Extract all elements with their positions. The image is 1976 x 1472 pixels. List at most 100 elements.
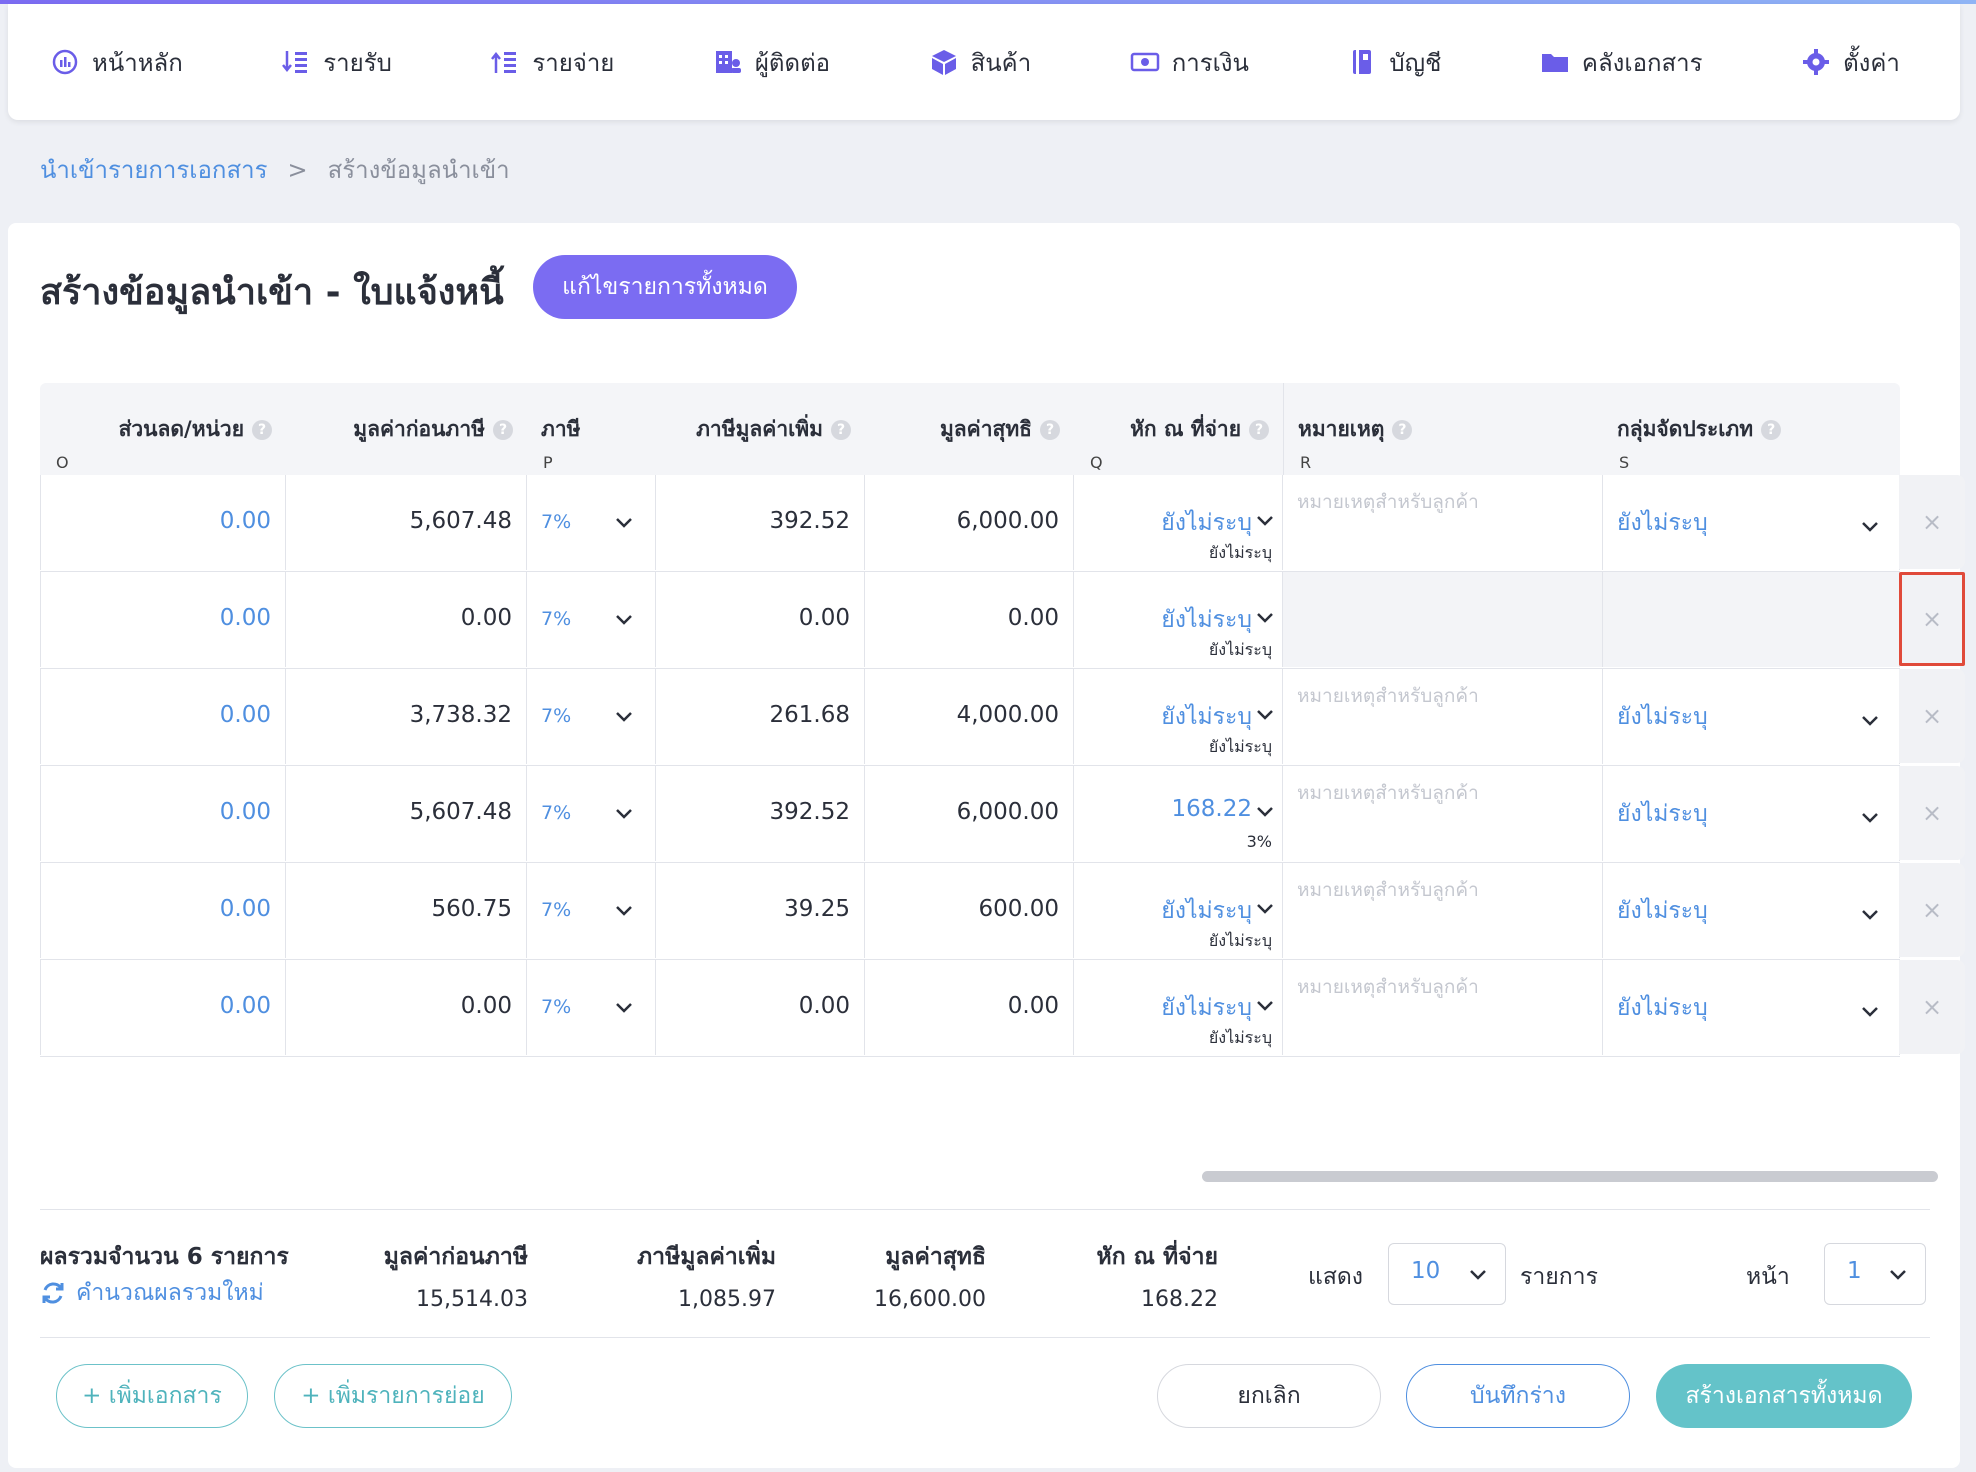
nav-dashboard[interactable]: หน้าหลัก bbox=[50, 43, 183, 82]
header-label: หมายเหตุ bbox=[1298, 417, 1385, 441]
nav-contacts[interactable]: ผู้ติดต่อ bbox=[713, 43, 830, 82]
discount-cell[interactable]: 0.00 bbox=[40, 863, 286, 958]
vat-amount-cell[interactable]: 0.00 bbox=[656, 572, 865, 667]
summary-vat: ภาษีมูลค่าเพิ่ม 1,085.97 bbox=[637, 1239, 776, 1312]
net-value: 6,000.00 bbox=[956, 799, 1059, 825]
chevron-down-icon bbox=[616, 809, 632, 819]
recalculate-link[interactable]: คำนวณผลรวมใหม่ bbox=[40, 1275, 264, 1311]
vat-amount-cell[interactable]: 392.52 bbox=[656, 766, 865, 861]
help-icon[interactable]: ? bbox=[1392, 419, 1413, 440]
pretax-cell[interactable]: 5,607.48 bbox=[286, 475, 527, 570]
pretax-cell[interactable]: 0.00 bbox=[286, 960, 527, 1055]
edit-all-button[interactable]: แก้ไขรายการทั้งหมด bbox=[533, 255, 797, 319]
vat-select[interactable]: 7% bbox=[527, 572, 656, 667]
create-all-button[interactable]: สร้างเอกสารทั้งหมด bbox=[1656, 1364, 1912, 1428]
wht-select[interactable]: 168.22 3% bbox=[1074, 766, 1283, 861]
nav-finance[interactable]: การเงิน bbox=[1130, 43, 1249, 82]
gear-icon bbox=[1803, 49, 1830, 75]
wht-sub-value: ยังไม่ระบุ bbox=[1208, 640, 1272, 659]
vat-select[interactable]: 7% bbox=[527, 960, 656, 1055]
pretax-cell[interactable]: 560.75 bbox=[286, 863, 527, 958]
group-select[interactable]: ยังไม่ระบุ bbox=[1603, 960, 1900, 1055]
table-row: 0.00 0.00 7% 0.00 0.00 ยังไม่ระบุ ยังไม่ระบุ หม… bbox=[40, 960, 1965, 1057]
net-cell[interactable]: 0.00 bbox=[865, 572, 1074, 667]
wht-value: 168.22 bbox=[1171, 796, 1252, 822]
pretax-cell[interactable]: 0.00 bbox=[286, 572, 527, 667]
add-sub-item-button[interactable]: + เพิ่มรายการย่อย bbox=[274, 1364, 512, 1428]
group-select[interactable]: ยังไม่ระบุ bbox=[1603, 669, 1900, 764]
nav-expense[interactable]: รายจ่าย bbox=[490, 43, 614, 82]
wht-select[interactable]: ยังไม่ระบุ ยังไม่ระบุ bbox=[1074, 669, 1283, 764]
help-icon[interactable]: ? bbox=[493, 419, 513, 440]
remark-input[interactable]: หมายเหตุสำหรับลูกค้า bbox=[1283, 475, 1603, 570]
discount-cell[interactable]: 0.00 bbox=[40, 766, 286, 861]
help-icon[interactable]: ? bbox=[831, 419, 851, 440]
remark-input[interactable]: หมายเหตุสำหรับลูกค้า bbox=[1283, 863, 1603, 958]
chevron-down-icon bbox=[1862, 910, 1878, 920]
page-select[interactable]: 1 bbox=[1824, 1243, 1926, 1305]
page-size-select[interactable]: 10 bbox=[1388, 1243, 1506, 1305]
remark-placeholder: หมายเหตุสำหรับลูกค้า bbox=[1297, 782, 1479, 804]
breadcrumb-link[interactable]: นำเข้ารายการเอกสาร bbox=[40, 156, 268, 184]
group-value: ยังไม่ระบุ bbox=[1617, 801, 1708, 827]
net-cell[interactable]: 4,000.00 bbox=[865, 669, 1074, 764]
help-icon[interactable]: ? bbox=[252, 419, 272, 440]
net-cell[interactable]: 600.00 bbox=[865, 863, 1074, 958]
help-icon[interactable]: ? bbox=[1040, 419, 1060, 440]
net-cell[interactable]: 0.00 bbox=[865, 960, 1074, 1055]
remark-input[interactable]: หมายเหตุสำหรับลูกค้า bbox=[1283, 960, 1603, 1055]
header-label: มูลค่าสุทธิ bbox=[939, 417, 1032, 441]
help-icon[interactable]: ? bbox=[1249, 419, 1269, 440]
nav-income[interactable]: รายรับ bbox=[281, 43, 392, 82]
net-value: 0.00 bbox=[1007, 605, 1059, 631]
nav-documents[interactable]: คลังเอกสาร bbox=[1540, 43, 1703, 82]
vat-select[interactable]: 7% bbox=[527, 863, 656, 958]
remark-input[interactable]: หมายเหตุสำหรับลูกค้า bbox=[1283, 766, 1603, 861]
wht-select[interactable]: ยังไม่ระบุ ยังไม่ระบุ bbox=[1074, 475, 1283, 570]
cancel-button[interactable]: ยกเลิก bbox=[1157, 1364, 1381, 1428]
nav-accounting[interactable]: บัญชี bbox=[1347, 43, 1441, 82]
delete-row-button[interactable]: × bbox=[1899, 863, 1965, 957]
vat-select[interactable]: 7% bbox=[527, 669, 656, 764]
delete-row-button[interactable]: × bbox=[1899, 669, 1965, 763]
remark-input[interactable]: หมายเหตุสำหรับลูกค้า bbox=[1283, 669, 1603, 764]
vat-amount-cell[interactable]: 261.68 bbox=[656, 669, 865, 764]
pretax-cell[interactable]: 3,738.32 bbox=[286, 669, 527, 764]
discount-cell[interactable]: 0.00 bbox=[40, 960, 286, 1055]
delete-row-button[interactable]: × bbox=[1899, 475, 1965, 569]
horizontal-scrollbar[interactable] bbox=[1202, 1171, 1938, 1182]
vat-select[interactable]: 7% bbox=[527, 766, 656, 861]
group-select[interactable]: ยังไม่ระบุ bbox=[1603, 766, 1900, 861]
wht-select[interactable]: ยังไม่ระบุ ยังไม่ระบุ bbox=[1074, 863, 1283, 958]
wht-select[interactable]: ยังไม่ระบุ ยังไม่ระบุ bbox=[1074, 960, 1283, 1055]
help-icon[interactable]: ? bbox=[1761, 419, 1782, 440]
vat-amount-cell[interactable]: 0.00 bbox=[656, 960, 865, 1055]
delete-row-button[interactable]: × bbox=[1899, 960, 1965, 1054]
wht-select[interactable]: ยังไม่ระบุ ยังไม่ระบุ bbox=[1074, 572, 1283, 667]
vat-select[interactable]: 7% bbox=[527, 475, 656, 570]
net-cell[interactable]: 6,000.00 bbox=[865, 475, 1074, 570]
vat-amount-value: 392.52 bbox=[769, 799, 850, 825]
save-draft-button[interactable]: บันทึกร่าง bbox=[1406, 1364, 1630, 1428]
chevron-down-icon bbox=[1862, 1007, 1878, 1017]
group-select[interactable]: ยังไม่ระบุ bbox=[1603, 475, 1900, 570]
vat-amount-cell[interactable]: 392.52 bbox=[656, 475, 865, 570]
remark-input[interactable] bbox=[1283, 572, 1603, 667]
discount-cell[interactable]: 0.00 bbox=[40, 475, 286, 570]
header-remark: หมายเหตุ? R bbox=[1283, 383, 1603, 475]
nav-products[interactable]: สินค้า bbox=[929, 43, 1031, 82]
discount-cell[interactable]: 0.00 bbox=[40, 669, 286, 764]
vat-amount-cell[interactable]: 39.25 bbox=[656, 863, 865, 958]
delete-row-button[interactable]: × bbox=[1899, 766, 1965, 860]
add-document-button[interactable]: + เพิ่มเอกสาร bbox=[56, 1364, 248, 1428]
delete-row-button[interactable]: × bbox=[1899, 572, 1965, 666]
income-icon bbox=[282, 51, 308, 73]
nav-settings[interactable]: ตั้งค่า bbox=[1801, 43, 1900, 82]
top-navigation: หน้าหลัก รายรับ รายจ่าย ผู้ติดต่อ สินค้า… bbox=[8, 4, 1960, 120]
group-select[interactable] bbox=[1603, 572, 1900, 667]
net-cell[interactable]: 6,000.00 bbox=[865, 766, 1074, 861]
chevron-down-icon bbox=[616, 518, 632, 528]
pretax-cell[interactable]: 5,607.48 bbox=[286, 766, 527, 861]
discount-cell[interactable]: 0.00 bbox=[40, 572, 286, 667]
group-select[interactable]: ยังไม่ระบุ bbox=[1603, 863, 1900, 958]
